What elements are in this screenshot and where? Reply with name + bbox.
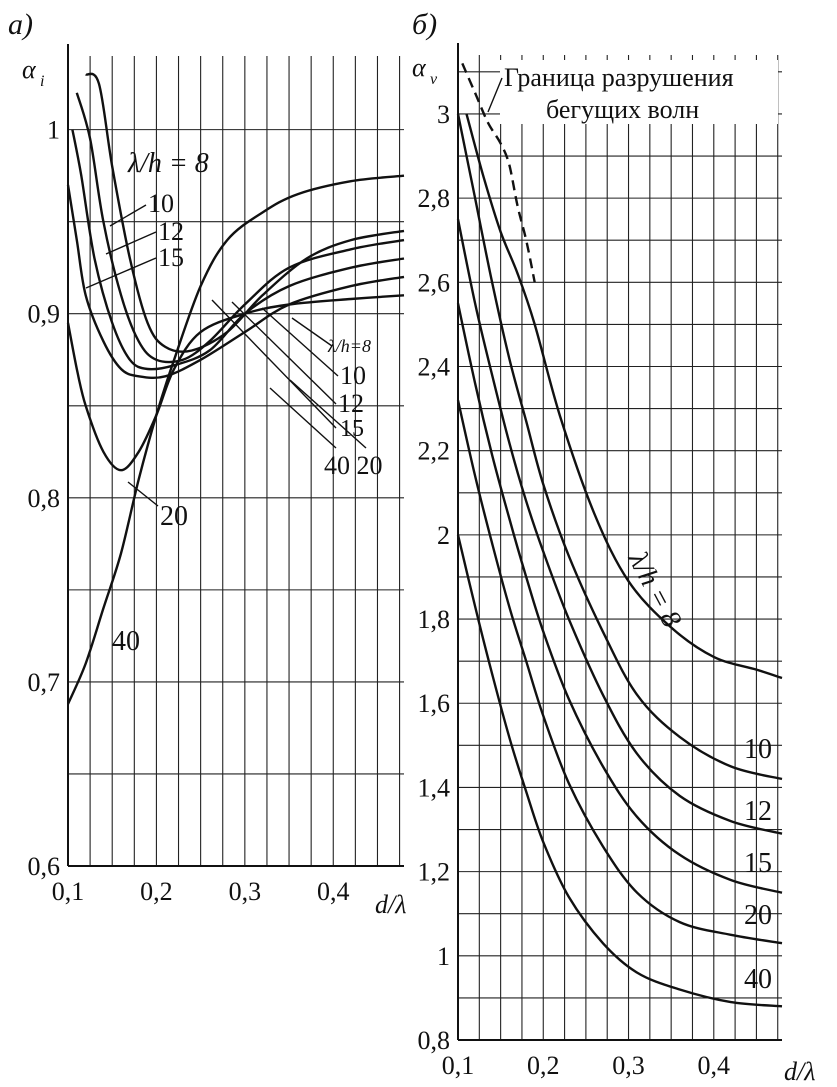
panel-b-ytick-label: 2 bbox=[437, 521, 450, 550]
label-lambda-h-8-left: λ/h = 8 bbox=[127, 148, 209, 179]
panel-a-curve-8 bbox=[85, 72, 405, 353]
panel-b-ytick-label: 2,4 bbox=[418, 352, 451, 381]
panel-b-ytick-label: 1,2 bbox=[418, 858, 451, 887]
panel-a-ticks: 0,1 0,2 0,3 0,4 0,6 0,7 0,8 0,9 1 bbox=[28, 116, 350, 906]
label-10-left: 10 bbox=[148, 189, 174, 218]
panel-a-curve-15 bbox=[66, 184, 405, 380]
panel-b-xtick-label: 0,3 bbox=[612, 1051, 645, 1080]
label-10-b: 10 bbox=[744, 734, 772, 765]
panel-a-ytick-label: 0,8 bbox=[28, 484, 61, 513]
panel-a-ytick-label: 0,9 bbox=[28, 300, 61, 329]
panel-b-ytick-label: 1 bbox=[437, 942, 450, 971]
panel-b-curve-boundary bbox=[461, 62, 536, 283]
boundary-label-background bbox=[500, 60, 778, 124]
label-12-left: 12 bbox=[158, 217, 184, 246]
panel-b-curve-10 bbox=[456, 113, 783, 781]
panel-b-ytick-label: 1,8 bbox=[418, 605, 451, 634]
label-20: 20 bbox=[160, 501, 188, 532]
boundary-leader-line bbox=[487, 77, 503, 113]
label-lambda-h-8-right: λ/h=8 bbox=[327, 336, 371, 356]
panel-a-curve-10 bbox=[75, 92, 405, 364]
panel-b-curve-8 bbox=[465, 113, 783, 680]
panel-b-ytick-label: 0,8 bbox=[418, 1026, 451, 1055]
panel-b-curve-40 bbox=[456, 534, 783, 1008]
panel-b-ytick-label: 2,2 bbox=[418, 437, 451, 466]
panel-b-ylabel: α bbox=[412, 53, 427, 82]
panel-a-leader-lines bbox=[85, 204, 367, 507]
panel-b-ytick-label: 1,4 bbox=[418, 773, 451, 802]
panel-b: 0,1 0,2 0,3 0,4 0,8 1 1,2 1,4 1,6 1,8 2 2,2 2,4 2,6 2,… bbox=[412, 8, 815, 1086]
panel-b-curve-15 bbox=[456, 303, 783, 894]
panel-b-ytick-label: 2,6 bbox=[418, 268, 451, 297]
label-40-20: 40 20 bbox=[324, 451, 383, 480]
label-12-right: 12 bbox=[338, 389, 364, 418]
panel-b-ticks: 0,1 0,2 0,3 0,4 0,8 1 1,2 1,4 1,6 1,8 2 2,2 2,4 2,6 2,… bbox=[418, 100, 731, 1080]
panel-b-curve-12 bbox=[456, 218, 783, 835]
panel-a-ylabel-sub: i bbox=[40, 73, 44, 90]
panel-a-xtick-label: 0,2 bbox=[140, 877, 173, 906]
panel-b-curves bbox=[456, 62, 783, 1008]
panel-a-curve-12 bbox=[71, 129, 405, 371]
label-15-right: 15 bbox=[340, 416, 364, 442]
label-10-right: 10 bbox=[340, 361, 366, 390]
panel-b-xtick-label: 0,2 bbox=[527, 1051, 560, 1080]
panel-a-curves bbox=[66, 72, 405, 705]
label-15-left: 15 bbox=[158, 243, 184, 272]
panel-a-ytick-label: 0,6 bbox=[28, 852, 61, 881]
panel-a-ytick-label: 0,7 bbox=[28, 668, 61, 697]
label-40: 40 bbox=[112, 626, 140, 657]
panel-b-xtick-label: 0,1 bbox=[442, 1051, 475, 1080]
panel-b-ytick-label: 1,6 bbox=[418, 689, 451, 718]
panel-b-ytick-label: 2,8 bbox=[418, 184, 451, 213]
panel-a: 0,1 0,2 0,3 0,4 0,6 0,7 0,8 0,9 1 а) α i d/λ λ/h = 8… bbox=[8, 8, 406, 919]
label-40-b: 40 bbox=[744, 964, 772, 995]
panel-a-ylabel: α bbox=[22, 55, 37, 84]
label-15-b: 15 bbox=[744, 848, 772, 879]
panel-a-xtick-label: 0,1 bbox=[52, 877, 85, 906]
label-lambda-h-8-b: λ/h = 8 bbox=[621, 546, 687, 633]
panel-a-ytick-label: 1 bbox=[47, 116, 60, 145]
panel-b-curve-20 bbox=[456, 399, 783, 945]
panel-a-xlabel: d/λ bbox=[375, 890, 406, 919]
panel-b-xtick-label: 0,4 bbox=[698, 1051, 731, 1080]
boundary-label-line1: Граница разрушения bbox=[504, 63, 734, 92]
panel-b-ytick-label: 3 bbox=[437, 100, 450, 129]
panel-b-xlabel: d/λ bbox=[784, 1057, 815, 1086]
label-20-b: 20 bbox=[744, 900, 772, 931]
panel-a-curve-40 bbox=[66, 174, 405, 705]
label-12-b: 12 bbox=[744, 796, 772, 827]
panel-a-label: а) bbox=[8, 8, 33, 41]
panel-b-label: б) bbox=[412, 8, 437, 41]
panel-a-xtick-label: 0,4 bbox=[317, 877, 350, 906]
boundary-label-line2: бегущих волн bbox=[546, 95, 699, 124]
panel-b-grid bbox=[457, 43, 782, 1041]
panel-b-ylabel-sub: v bbox=[430, 71, 438, 88]
panel-a-xtick-label: 0,3 bbox=[229, 877, 262, 906]
